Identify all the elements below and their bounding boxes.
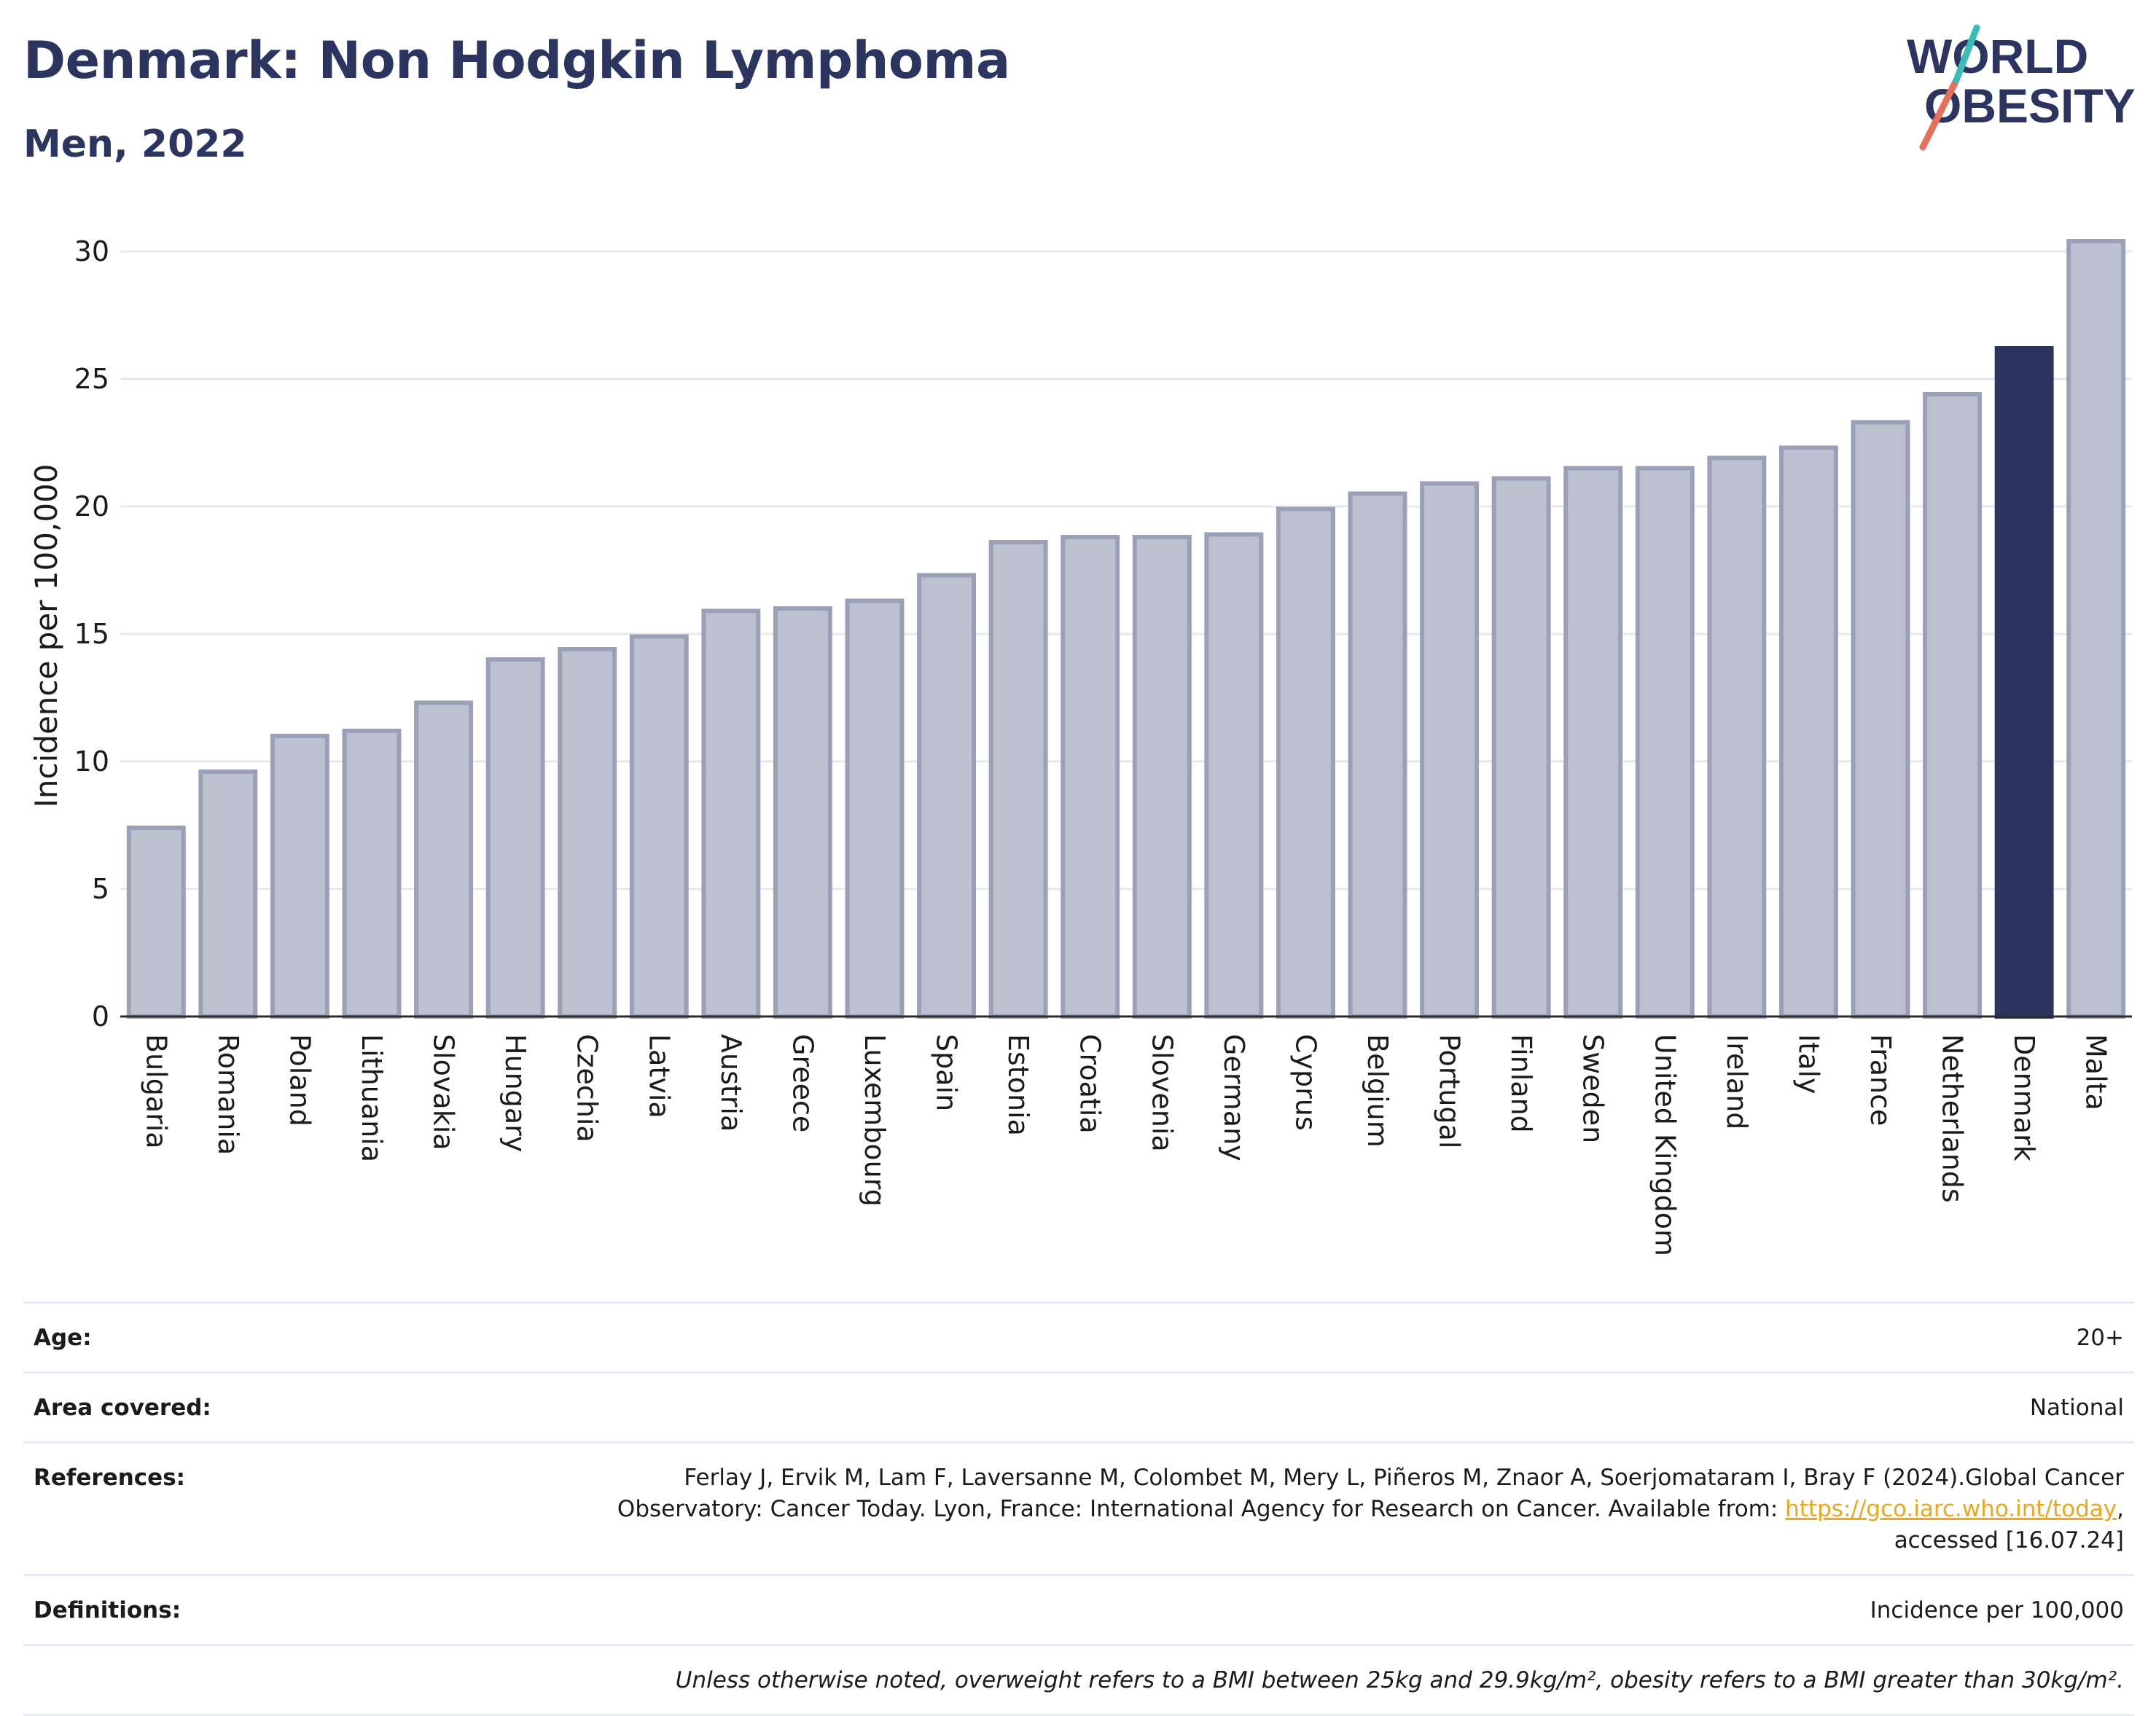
bar-croatia xyxy=(1061,535,1120,1019)
x-tick-label: France xyxy=(1864,1034,1897,1126)
bar-netherlands xyxy=(1923,392,1983,1019)
x-tick-label: Hungary xyxy=(499,1034,531,1152)
x-tick-label: Denmark xyxy=(2008,1034,2040,1161)
info-row-age: Age: 20+ xyxy=(23,1301,2134,1371)
bar-romania xyxy=(198,769,258,1019)
bar-bulgaria xyxy=(126,826,186,1019)
bar-italy xyxy=(1778,445,1838,1019)
page-title: Denmark: Non Hodgkin Lymphoma xyxy=(23,31,1010,90)
bar-slovenia xyxy=(1132,535,1192,1019)
logo-slash-upper xyxy=(1953,24,1980,84)
x-tick-label: United Kingdom xyxy=(1649,1034,1681,1256)
bar-estonia xyxy=(988,540,1048,1019)
y-axis-label: Incidence per 100,000 xyxy=(28,464,64,808)
x-tick-label: Netherlands xyxy=(1937,1034,1969,1203)
bar-germany xyxy=(1204,532,1264,1019)
bar-cyprus xyxy=(1276,506,1335,1019)
info-row-references: References: Ferlay J, Ervik M, Lam F, La… xyxy=(23,1441,2134,1574)
x-tick-label: Ireland xyxy=(1721,1034,1753,1129)
info-row-definitions: Definitions: Incidence per 100,000 xyxy=(23,1574,2134,1644)
bars xyxy=(126,239,2126,1019)
x-tick-label: Lithuania xyxy=(356,1034,388,1162)
x-tick-label: Poland xyxy=(284,1034,316,1127)
y-axis-ticks: 0 5 10 15 20 25 30 xyxy=(74,235,109,1033)
area-value: National xyxy=(2029,1395,2124,1421)
y-tick-label: 30 xyxy=(74,235,109,267)
age-value: 20+ xyxy=(2076,1325,2124,1351)
bar-denmark xyxy=(1994,346,2054,1019)
bar-sweden xyxy=(1563,466,1623,1019)
x-tick-label: Spain xyxy=(931,1034,963,1111)
bar-slovakia xyxy=(414,700,474,1019)
bar-luxembourg xyxy=(845,598,905,1019)
bar-greece xyxy=(773,606,832,1019)
definitions-value: Incidence per 100,000 xyxy=(1870,1597,2124,1623)
area-label: Area covered: xyxy=(34,1395,211,1421)
bar-ireland xyxy=(1707,455,1767,1019)
bar-austria xyxy=(701,608,761,1019)
bar-lithuania xyxy=(342,729,402,1019)
bar-hungary xyxy=(485,657,545,1019)
world-obesity-logo: WORLD OBESITY xyxy=(1895,22,2143,153)
x-tick-label: Latvia xyxy=(643,1034,675,1118)
y-tick-label: 15 xyxy=(74,618,109,650)
x-tick-label: Italy xyxy=(1792,1034,1824,1094)
x-tick-label: Slovakia xyxy=(428,1034,460,1151)
x-tick-label: Belgium xyxy=(1362,1034,1394,1148)
y-tick-label: 20 xyxy=(74,490,109,522)
x-tick-label: Germany xyxy=(1218,1034,1250,1161)
age-label: Age: xyxy=(34,1325,92,1351)
x-tick-label: Greece xyxy=(786,1034,819,1132)
x-tick-label: Cyprus xyxy=(1289,1034,1321,1131)
bar-malta xyxy=(2066,239,2126,1019)
bar-latvia xyxy=(629,634,689,1019)
references-link[interactable]: https://gco.iarc.who.int/today xyxy=(1785,1496,2117,1522)
logo-text-world: WORLD xyxy=(1907,29,2088,83)
info-table: Age: 20+ Area covered: National Referenc… xyxy=(23,1301,2134,1716)
bar-czechia xyxy=(558,647,617,1019)
x-tick-label: Finland xyxy=(1505,1034,1537,1133)
y-tick-label: 0 xyxy=(92,1000,109,1033)
references-text-line2: Observatory: Cancer Today. Lyon, France:… xyxy=(617,1496,1786,1522)
y-tick-label: 25 xyxy=(74,363,109,395)
x-tick-label: Slovenia xyxy=(1146,1034,1178,1152)
logo-slash-lower xyxy=(1919,77,1960,151)
bar-united-kingdom xyxy=(1635,466,1695,1019)
x-tick-label: Austria xyxy=(715,1034,747,1132)
definitions-label: Definitions: xyxy=(34,1597,181,1623)
x-tick-label: Portugal xyxy=(1434,1034,1466,1148)
bmi-note: Unless otherwise noted, overweight refer… xyxy=(675,1667,2124,1693)
references-label: References: xyxy=(34,1465,186,1491)
bar-belgium xyxy=(1348,491,1407,1019)
bar-finland xyxy=(1491,476,1551,1019)
x-axis-ticks: Bulgaria Romania Poland Lithuania Slovakia Hu… xyxy=(140,1034,2112,1256)
x-tick-label: Luxembourg xyxy=(859,1034,891,1207)
x-tick-label: Romania xyxy=(212,1034,244,1155)
references-text-line3: accessed [16.07.24] xyxy=(1894,1527,2124,1554)
x-tick-label: Croatia xyxy=(1074,1034,1106,1134)
x-tick-label: Malta xyxy=(2080,1034,2112,1110)
info-row-area: Area covered: National xyxy=(23,1371,2134,1441)
x-tick-label: Estonia xyxy=(1002,1034,1034,1136)
references-text-line1: Ferlay J, Ervik M, Lam F, Laversanne M, … xyxy=(684,1465,2124,1491)
x-tick-label: Czechia xyxy=(571,1034,604,1143)
references-text-comma: , xyxy=(2117,1496,2124,1522)
x-tick-label: Bulgaria xyxy=(140,1034,172,1149)
y-tick-label: 10 xyxy=(74,745,109,777)
bar-france xyxy=(1851,420,1910,1019)
references-value: Ferlay J, Ervik M, Lam F, Laversanne M, … xyxy=(617,1462,2124,1556)
bar-spain xyxy=(917,573,977,1019)
info-row-note: Unless otherwise noted, overweight refer… xyxy=(23,1644,2134,1716)
x-tick-label: Sweden xyxy=(1577,1034,1609,1143)
bar-poland xyxy=(270,734,329,1019)
bar-chart: 0 5 10 15 20 25 30 Bulgaria Romania Poland Lithua… xyxy=(28,235,2132,1256)
y-tick-label: 5 xyxy=(92,873,109,905)
bar-portugal xyxy=(1420,481,1480,1019)
logo-text-obesity: OBESITY xyxy=(1924,79,2136,133)
page-subtitle: Men, 2022 xyxy=(23,122,247,166)
